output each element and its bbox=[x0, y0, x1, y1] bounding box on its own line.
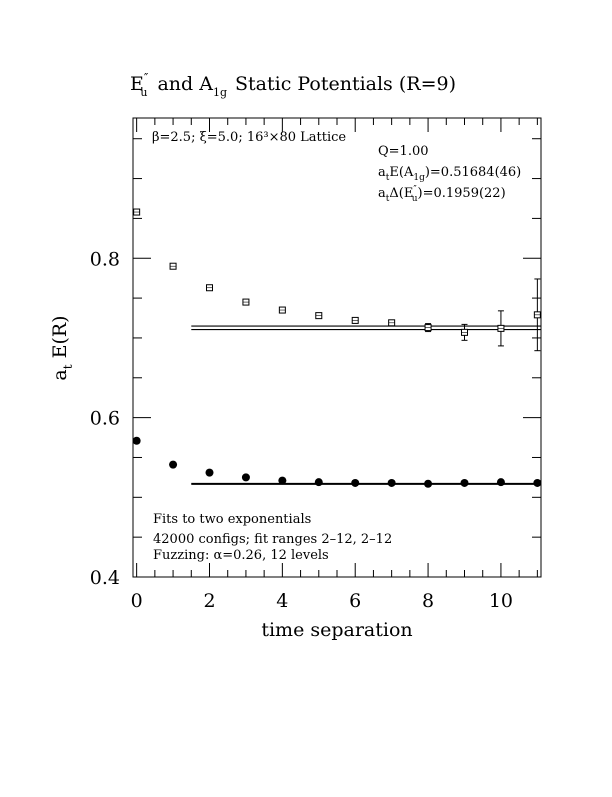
data-point-circle bbox=[132, 436, 141, 445]
x-axis-label: time separation bbox=[261, 619, 412, 641]
fuzzing-annotation: Fuzzing: α=0.26, 12 levels bbox=[153, 548, 329, 563]
minor-ticks bbox=[133, 118, 541, 577]
x-tick-label: 8 bbox=[422, 590, 434, 612]
data-point-circle bbox=[278, 476, 287, 485]
x-tick-label: 0 bbox=[131, 590, 143, 612]
data-point-circle bbox=[460, 478, 469, 487]
data-point-circle bbox=[241, 473, 250, 482]
data-point-circle bbox=[496, 478, 505, 487]
fit-method-annotation: Fits to two exponentials bbox=[153, 512, 311, 527]
x-tick-label: 6 bbox=[349, 590, 361, 612]
fit-lines bbox=[191, 325, 541, 485]
data-point-circle bbox=[387, 478, 396, 487]
y-tick-label: 0.8 bbox=[90, 248, 120, 270]
major-ticks bbox=[133, 118, 541, 578]
y-axis-label: atE(R) bbox=[49, 315, 75, 380]
data-markers bbox=[132, 208, 542, 488]
lattice-annotation: β=2.5; ξ=5.0; 16³×80 Lattice bbox=[152, 130, 346, 145]
x-tick-label: 4 bbox=[276, 590, 288, 612]
data-point-circle bbox=[424, 479, 433, 488]
data-point-circle bbox=[351, 478, 360, 487]
delta-annotation: atΔ(E″ u)=0.1959(22) bbox=[378, 185, 506, 204]
data-point-circle bbox=[169, 460, 178, 469]
chart-title: E″ u and A1g Static Potentials (R=9) bbox=[130, 71, 456, 99]
x-tick-label: 10 bbox=[489, 590, 513, 612]
q-annotation: Q=1.00 bbox=[378, 144, 429, 159]
tick-labels: 0 2 4 6 8 10 0.4 0.6 0.8 bbox=[90, 248, 513, 612]
data-point-circle bbox=[533, 478, 542, 487]
y-tick-label: 0.4 bbox=[90, 567, 120, 589]
y-tick-label: 0.6 bbox=[90, 408, 120, 430]
x-tick-label: 2 bbox=[203, 590, 215, 612]
data-point-circle bbox=[205, 468, 214, 477]
configs-annotation: 42000 configs; fit ranges 2–12, 2–12 bbox=[153, 532, 392, 547]
energy-annotation: atE(A1g)=0.51684(46) bbox=[378, 165, 521, 183]
data-point-circle bbox=[314, 478, 323, 487]
error-bars bbox=[425, 278, 541, 352]
